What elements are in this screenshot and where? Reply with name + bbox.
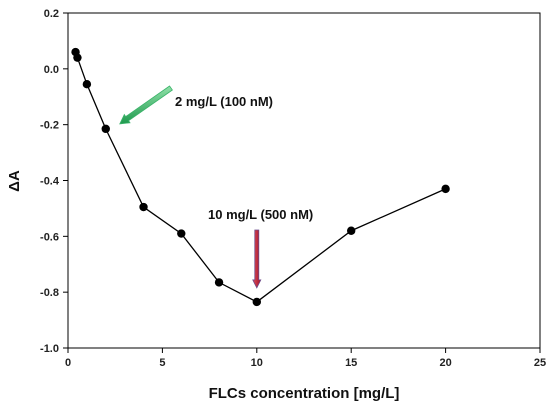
x-tick-label: 25: [534, 357, 546, 369]
y-tick-label: -0.4: [40, 176, 60, 188]
annotation-arrow-2mg: [119, 85, 173, 125]
data-point: [101, 124, 110, 134]
data-point: [347, 226, 356, 235]
y-tick-label: -0.2: [40, 120, 59, 132]
series-line: [74, 51, 446, 303]
y-tick-label: -1.0: [40, 343, 59, 355]
plot-frame: [67, 12, 541, 349]
y-tick-label: -0.6: [40, 231, 59, 243]
x-tick-label: 5: [159, 357, 165, 369]
data-point: [82, 79, 92, 89]
x-tick-label: 20: [439, 357, 451, 369]
annotation-arrow-10mg: [252, 229, 262, 289]
annotation-label-10mg: 10 mg/L (500 nM): [208, 207, 313, 222]
x-tick-label: 15: [345, 357, 357, 369]
x-axis-ticks: 0 5 10 15 20 25: [65, 348, 546, 369]
data-point: [214, 278, 224, 287]
data-point: [177, 229, 186, 238]
x-tick-label: 10: [251, 357, 263, 369]
annotation-layer: 2 mg/L (100 nM) 10 mg/L (500 nM): [119, 85, 313, 289]
series-layer: [71, 47, 450, 307]
y-tick-label: 0.0: [44, 64, 59, 76]
annotation-label-2mg: 2 mg/L (100 nM): [175, 94, 273, 109]
x-axis-title: FLCs concentration [mg/L]: [209, 385, 400, 402]
y-axis-title: ΔA: [6, 170, 23, 192]
data-point: [252, 297, 261, 307]
y-axis-ticks: -1.0 -0.8 -0.6 -0.4 -0.2 0.0 0.2: [40, 8, 68, 355]
y-tick-label: 0.2: [44, 8, 59, 20]
data-point: [73, 53, 82, 62]
y-tick-label: -0.8: [40, 287, 59, 299]
data-point: [441, 184, 450, 194]
x-tick-label: 0: [65, 357, 71, 369]
data-point: [139, 202, 148, 212]
